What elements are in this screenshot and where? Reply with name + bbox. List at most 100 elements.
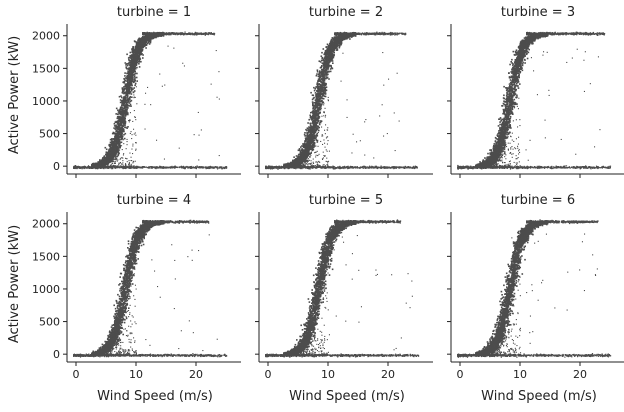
point [111,158,114,161]
point [127,81,129,83]
point [95,168,97,170]
point [128,105,131,107]
point [136,167,138,169]
point [132,91,135,94]
point [124,109,126,112]
point [159,167,161,169]
point [127,98,129,100]
point [197,166,199,168]
point [125,104,127,107]
point [88,167,90,169]
point [164,167,166,169]
point [178,33,180,35]
point [143,45,146,48]
point [217,167,219,169]
point [191,167,193,169]
point [124,72,126,74]
point [117,113,119,115]
point [158,167,160,169]
point [147,41,150,44]
point [114,140,117,142]
point [219,166,221,168]
point [116,121,119,124]
point [120,138,122,140]
point [109,138,112,141]
point [156,167,158,169]
point [108,154,110,156]
point [129,75,131,77]
point [201,166,203,168]
point [111,141,113,143]
point [131,72,133,75]
point [116,141,119,143]
point [122,166,124,169]
point [188,167,190,169]
point [101,167,103,169]
point [75,166,77,168]
point [93,165,96,168]
point [151,166,153,168]
facet-title: turbine = 1 [117,5,191,20]
point [123,133,125,136]
point [133,78,136,81]
point [87,165,90,167]
point [140,60,142,63]
point [126,78,129,81]
point [184,31,186,33]
point [126,53,128,56]
point [125,167,127,169]
point [121,117,124,119]
point [138,66,141,68]
point [142,43,145,45]
point [189,166,191,168]
point [118,110,121,113]
point [120,113,122,116]
point [224,166,226,168]
point [159,32,162,35]
point [112,138,115,140]
point [113,125,116,127]
point [76,167,78,169]
point [194,166,197,168]
point [145,47,147,49]
point [109,145,112,148]
point [194,34,196,36]
point [170,32,172,34]
point [129,51,132,54]
point [116,115,119,118]
point [134,72,137,74]
point [132,49,135,51]
point [147,32,149,34]
point [108,143,111,146]
point [212,166,214,168]
point [131,96,133,98]
point [131,48,133,50]
point [121,88,124,91]
point [199,33,201,35]
point [144,39,146,42]
point [125,102,127,105]
point [134,84,136,87]
point [140,40,143,43]
point [146,32,148,34]
point [173,165,176,168]
point [129,60,131,62]
point [141,45,143,47]
point [197,32,200,34]
point [131,79,133,81]
point [181,166,184,168]
point [205,168,207,170]
point [192,33,194,35]
point [184,168,186,170]
point [171,165,173,167]
point [118,144,120,147]
point [113,147,116,150]
point [138,46,141,49]
point [164,166,166,168]
point [200,166,202,168]
point [117,153,119,156]
point [129,119,131,121]
point [131,63,133,66]
point [130,105,132,107]
